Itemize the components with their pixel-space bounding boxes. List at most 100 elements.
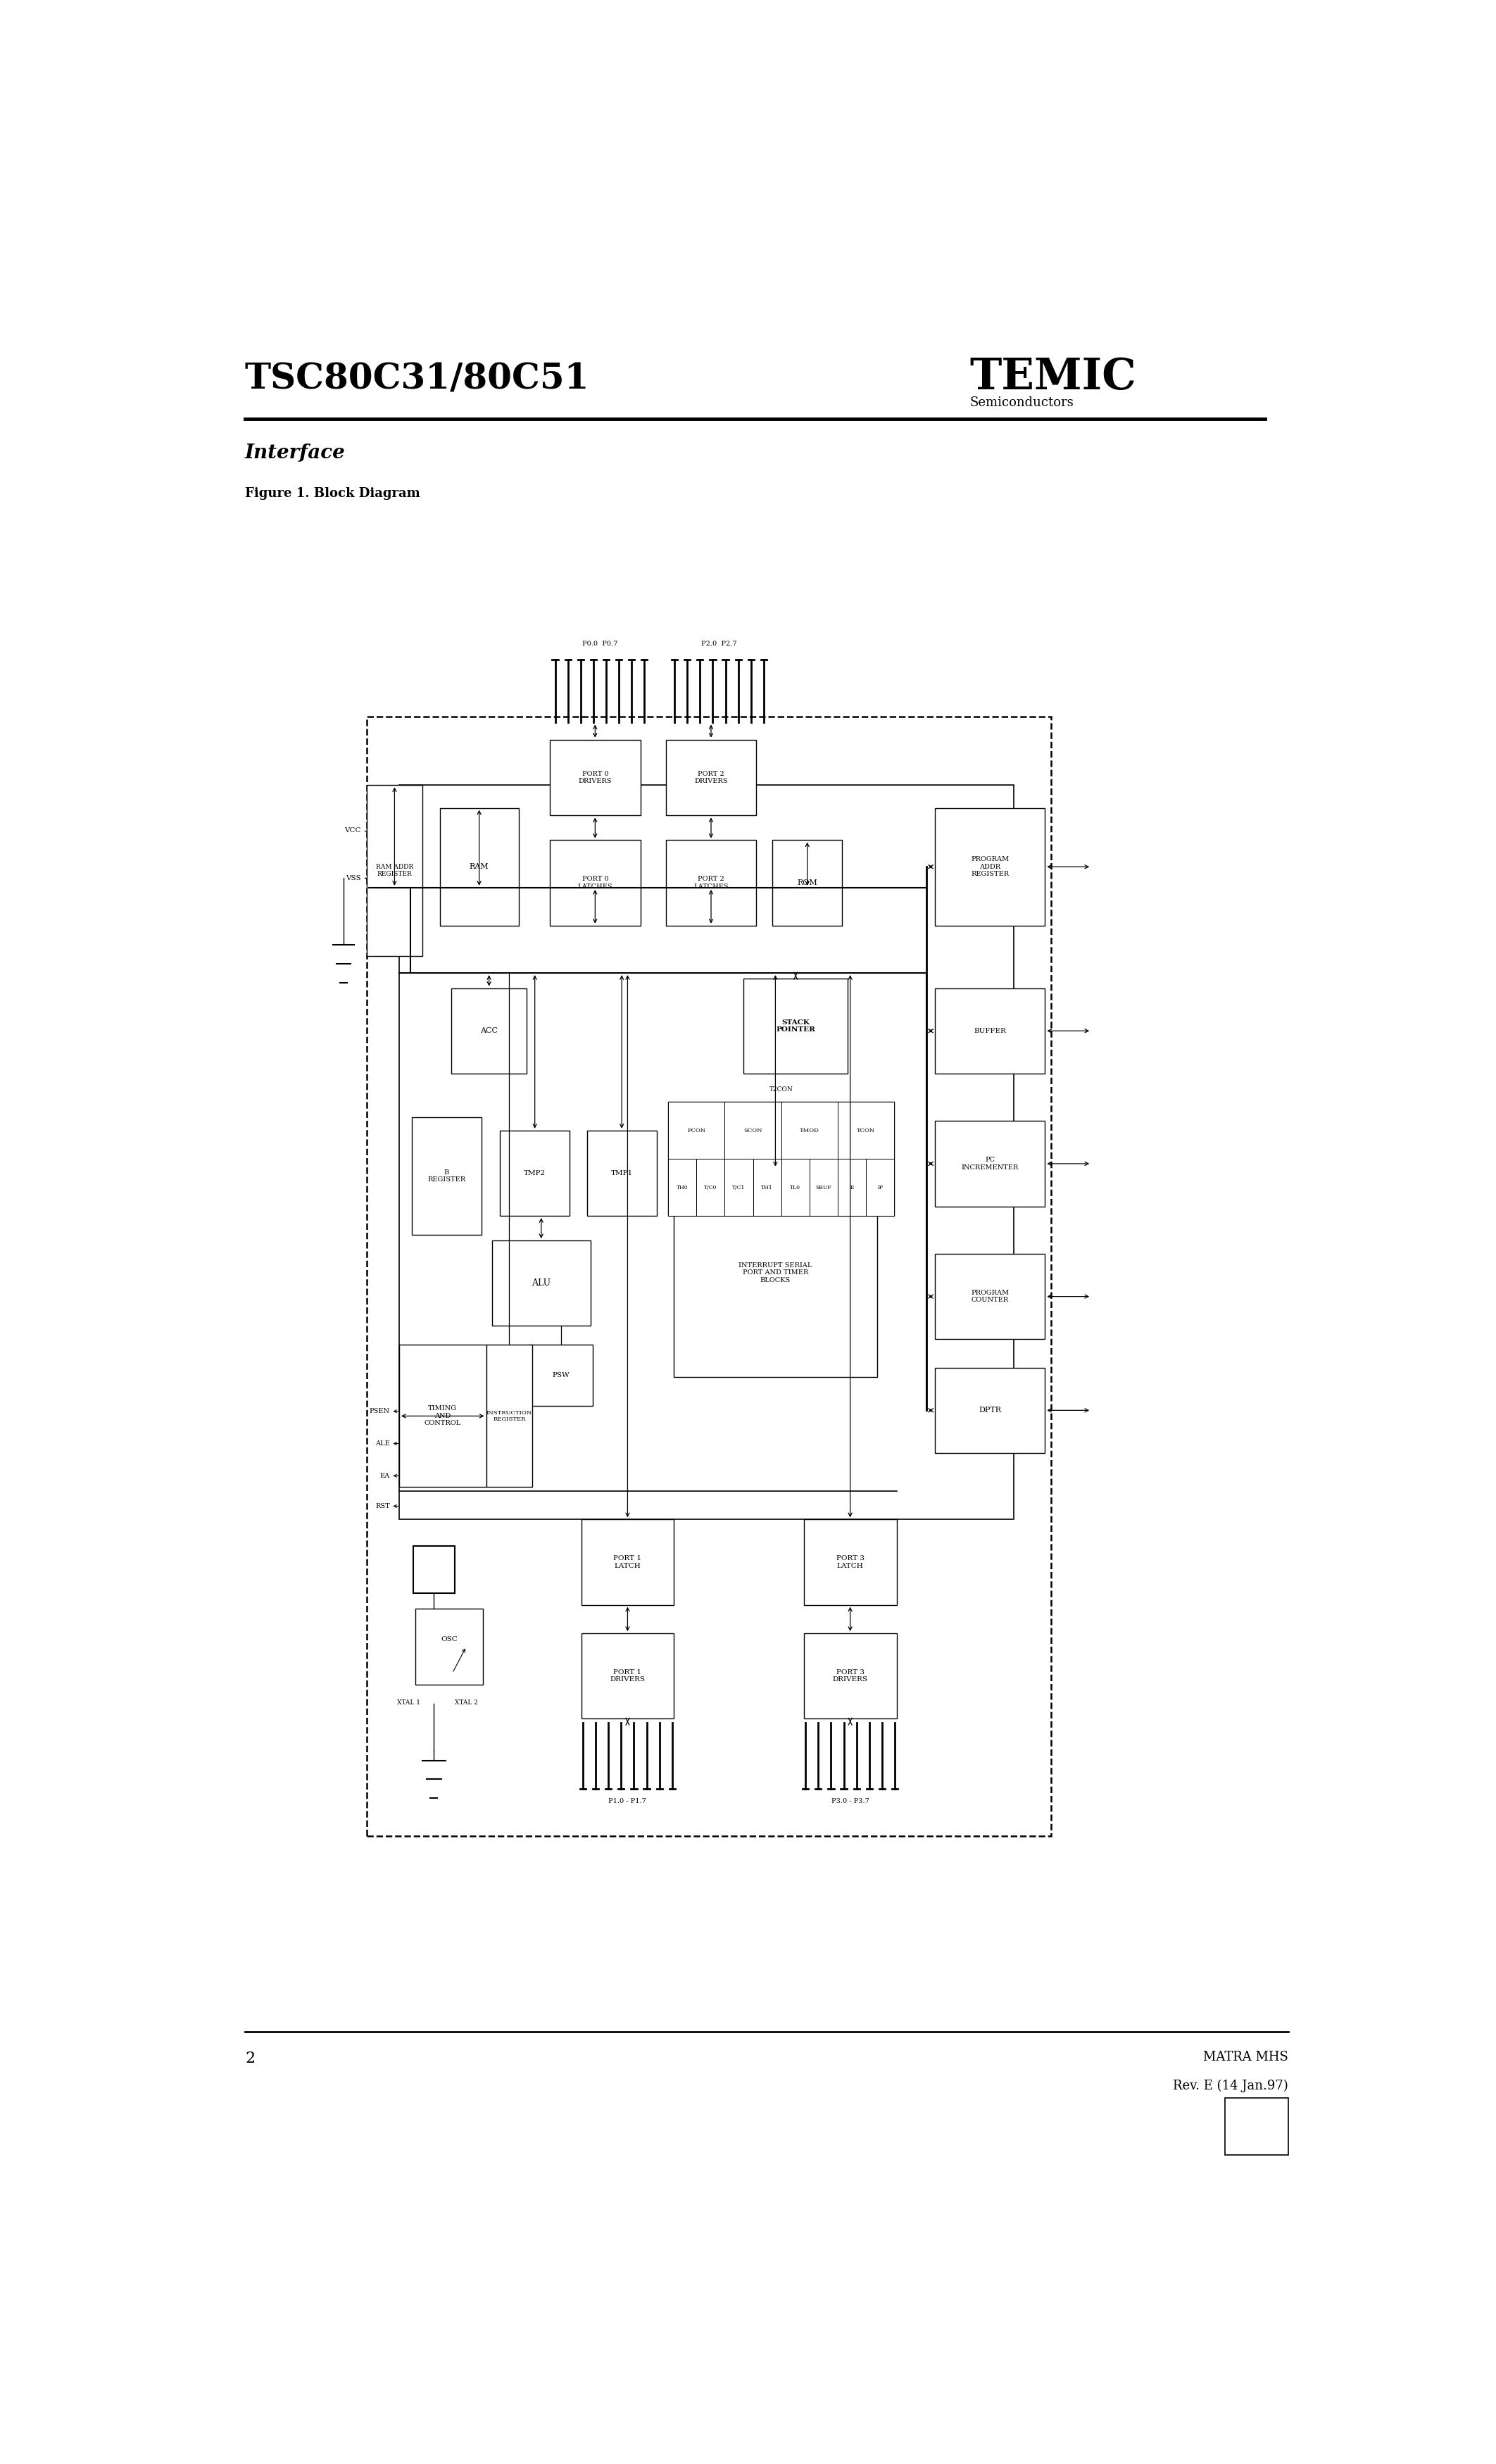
Text: PORT 3
DRIVERS: PORT 3 DRIVERS — [833, 1668, 868, 1683]
Text: 2: 2 — [245, 2050, 254, 2067]
Bar — [809, 1158, 838, 1215]
Text: BUFFER: BUFFER — [974, 1027, 1005, 1035]
Text: ALE: ALE — [375, 1441, 390, 1446]
Text: E: E — [850, 1185, 854, 1190]
Bar — [666, 739, 757, 816]
Text: PCON: PCON — [687, 1129, 706, 1133]
Bar — [673, 1168, 877, 1377]
Text: PROGRAM
COUNTER: PROGRAM COUNTER — [971, 1289, 1008, 1303]
Text: INTERRUPT SERIAL
PORT AND TIMER
BLOCKS: INTERRUPT SERIAL PORT AND TIMER BLOCKS — [739, 1262, 812, 1284]
Bar — [440, 808, 519, 926]
Text: TCON: TCON — [857, 1129, 875, 1133]
Text: DPTR: DPTR — [978, 1407, 1001, 1414]
Bar — [781, 1158, 809, 1215]
Bar — [413, 1545, 455, 1594]
Text: P2.0  P2.7: P2.0 P2.7 — [702, 641, 738, 646]
Text: PSW: PSW — [552, 1372, 570, 1377]
Text: EA: EA — [380, 1473, 390, 1478]
Bar — [724, 1158, 752, 1215]
Text: T2CON: T2CON — [769, 1087, 793, 1092]
Text: ACC: ACC — [480, 1027, 498, 1035]
Bar — [935, 988, 1044, 1074]
Text: INSTRUCTION
REGISTER: INSTRUCTION REGISTER — [486, 1409, 533, 1422]
Text: STACK
POINTER: STACK POINTER — [776, 1020, 815, 1032]
Bar — [586, 1131, 657, 1215]
Text: B
REGISTER: B REGISTER — [428, 1170, 465, 1183]
Bar — [935, 808, 1044, 926]
Bar — [551, 739, 640, 816]
Text: T/C1: T/C1 — [733, 1185, 745, 1190]
Text: PORT 3
LATCH: PORT 3 LATCH — [836, 1555, 865, 1570]
Text: Semiconductors: Semiconductors — [969, 397, 1074, 409]
Bar — [492, 1239, 591, 1326]
Text: XTAL 1: XTAL 1 — [396, 1700, 420, 1705]
Text: TEMIC: TEMIC — [969, 357, 1137, 399]
Bar — [724, 1101, 781, 1158]
Text: Figure 1. Block Diagram: Figure 1. Block Diagram — [245, 488, 420, 500]
Bar — [935, 1121, 1044, 1207]
Text: P1.0 - P1.7: P1.0 - P1.7 — [609, 1799, 646, 1804]
Bar — [752, 1158, 781, 1215]
Text: PSEN: PSEN — [370, 1407, 390, 1414]
Bar — [803, 1520, 896, 1604]
Text: P3.0 - P3.7: P3.0 - P3.7 — [832, 1799, 869, 1804]
Bar — [500, 1131, 570, 1215]
Text: T/C0: T/C0 — [705, 1185, 717, 1190]
Bar — [452, 988, 527, 1074]
Text: SBUF: SBUF — [815, 1185, 832, 1190]
Text: TSC80C31/80C51: TSC80C31/80C51 — [245, 362, 589, 397]
Text: TMP1: TMP1 — [610, 1170, 633, 1175]
Bar — [781, 1101, 838, 1158]
Bar — [772, 840, 842, 926]
Text: RAM ADDR
REGISTER: RAM ADDR REGISTER — [375, 865, 413, 877]
Bar — [803, 1634, 896, 1720]
Bar — [935, 1254, 1044, 1340]
Bar — [580, 1520, 673, 1604]
Text: PORT 0
DRIVERS: PORT 0 DRIVERS — [579, 771, 612, 784]
Bar — [866, 1158, 895, 1215]
Bar — [530, 1345, 592, 1404]
Bar — [838, 1158, 866, 1215]
Text: IP: IP — [877, 1185, 883, 1190]
Text: PC
INCREMENTER: PC INCREMENTER — [962, 1158, 1019, 1170]
Bar — [399, 1345, 486, 1488]
Bar — [367, 786, 422, 956]
Bar — [838, 1101, 895, 1158]
Text: PORT 1
DRIVERS: PORT 1 DRIVERS — [610, 1668, 645, 1683]
Bar — [411, 1116, 482, 1234]
Bar — [669, 1101, 895, 1215]
Bar — [669, 1158, 697, 1215]
Bar — [744, 978, 848, 1074]
Text: PROGRAM
ADDR
REGISTER: PROGRAM ADDR REGISTER — [971, 857, 1008, 877]
Text: TL0: TL0 — [790, 1185, 800, 1190]
Text: PORT 0
LATCHES: PORT 0 LATCHES — [577, 877, 612, 890]
Bar — [416, 1609, 483, 1685]
Text: TH0: TH0 — [676, 1185, 688, 1190]
Text: ROM: ROM — [797, 880, 817, 887]
Text: VSS: VSS — [346, 875, 361, 882]
Text: PORT 1
LATCH: PORT 1 LATCH — [613, 1555, 642, 1570]
Bar — [580, 1634, 673, 1720]
Bar — [486, 1345, 533, 1488]
Text: MATRA MHS: MATRA MHS — [1203, 2050, 1288, 2062]
Bar — [367, 717, 1050, 1836]
Bar — [551, 840, 640, 926]
Text: PORT 2
LATCHES: PORT 2 LATCHES — [694, 877, 729, 890]
Text: TMOD: TMOD — [800, 1129, 820, 1133]
Bar — [666, 840, 757, 926]
Text: Interface: Interface — [245, 444, 346, 463]
Text: RAM: RAM — [470, 862, 489, 870]
Text: OSC: OSC — [441, 1636, 458, 1641]
Text: TH1: TH1 — [761, 1185, 773, 1190]
Bar — [399, 786, 1014, 1520]
Text: XTAL 2: XTAL 2 — [455, 1700, 479, 1705]
Bar — [669, 1101, 724, 1158]
Text: TMP2: TMP2 — [524, 1170, 546, 1175]
Bar — [697, 1158, 724, 1215]
Text: Rev. E (14 Jan.97): Rev. E (14 Jan.97) — [1173, 2080, 1288, 2092]
Text: ALU: ALU — [531, 1279, 551, 1289]
Text: SCON: SCON — [744, 1129, 763, 1133]
Bar — [935, 1368, 1044, 1454]
Text: P0.0  P0.7: P0.0 P0.7 — [582, 641, 618, 646]
Text: RST: RST — [375, 1503, 390, 1510]
